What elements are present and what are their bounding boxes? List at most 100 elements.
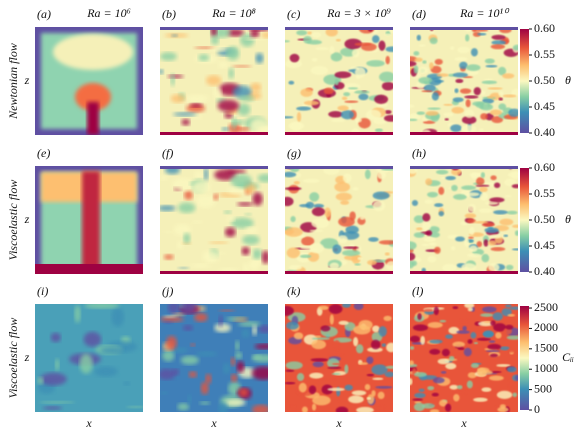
eddy [195,351,218,357]
eddy [484,58,495,64]
eddy [467,69,479,76]
eddy [459,88,472,94]
eddy [232,119,245,125]
eddy [371,390,376,397]
eddy [50,332,61,343]
eddy [489,109,502,116]
panel-label: (e) [37,146,50,160]
eddy [329,262,340,270]
eddy [472,31,481,37]
eddy [342,173,352,183]
eddy [160,205,176,212]
eddy [298,382,307,393]
eddy [177,266,190,269]
eddy [461,115,477,125]
eddy [481,387,492,392]
eddy [466,64,481,71]
eddy [230,373,238,383]
flow-field [410,166,518,274]
eddy [372,35,380,43]
eddy [457,46,470,54]
eddy [285,186,302,191]
eddy [410,335,420,343]
eddy [452,72,468,78]
eddy [511,184,518,189]
eddy [222,362,231,375]
eddy [313,203,325,208]
eddy [301,236,315,246]
eddy [335,406,349,412]
eddy [425,230,433,237]
eddy [423,237,436,242]
eddy [410,252,416,261]
eddy [465,99,471,108]
eddy [489,370,502,374]
eddy [490,320,496,326]
eddy [310,65,328,75]
eddy [312,395,331,406]
eddy [498,66,507,76]
panel-label: (k) [287,284,300,298]
eddy [488,375,504,381]
colorbar-tick-label: 1000 [534,361,558,375]
eddy [505,264,514,271]
eddy [192,220,203,224]
eddy [166,335,177,350]
eddy [459,61,468,70]
eddy [455,236,465,242]
eddy [467,372,477,379]
eddy [414,57,423,62]
eddy [427,191,439,198]
eddy [384,109,392,115]
eddy [261,32,268,39]
eddy [351,49,360,58]
colorbar-tick-label: 0 [534,402,540,416]
eddy [241,246,250,256]
eddy [231,217,254,229]
eddy [308,385,317,395]
eddy [309,243,325,254]
eddy [160,69,164,75]
eddy [40,372,67,386]
eddy [429,62,434,70]
hot-wall [285,271,393,274]
panel-label: (g) [287,146,301,160]
eddy [183,232,191,244]
eddy [509,306,518,311]
eddy [511,248,518,251]
eddy [290,121,302,131]
eddy [299,254,312,259]
eddy [439,319,447,323]
eddy [289,404,297,412]
cold-wall [160,27,268,30]
eddy [464,304,475,309]
eddy [450,246,456,251]
eddy [214,323,232,333]
eddy [473,220,489,224]
eddy [470,367,478,372]
eddy [450,124,462,132]
eddy [462,325,467,332]
flow-field [285,304,393,412]
eddy [445,362,457,370]
colorbar-tick-label: 0.60 [534,21,555,35]
eddy [422,120,436,124]
eddy [195,194,216,209]
eddy [324,207,331,218]
eddy [432,377,445,384]
eddy [334,71,352,79]
eddy [429,231,440,238]
eddy [450,46,455,50]
eddy [379,71,393,83]
eddy [487,240,497,246]
eddy [218,314,223,328]
eddy [413,65,419,74]
eddy [261,250,268,264]
eddy [469,245,478,252]
eddy [235,340,240,352]
eddy [385,365,393,369]
eddy [506,210,518,215]
eddy [194,312,208,322]
eddy [289,265,302,271]
eddy [385,46,393,53]
